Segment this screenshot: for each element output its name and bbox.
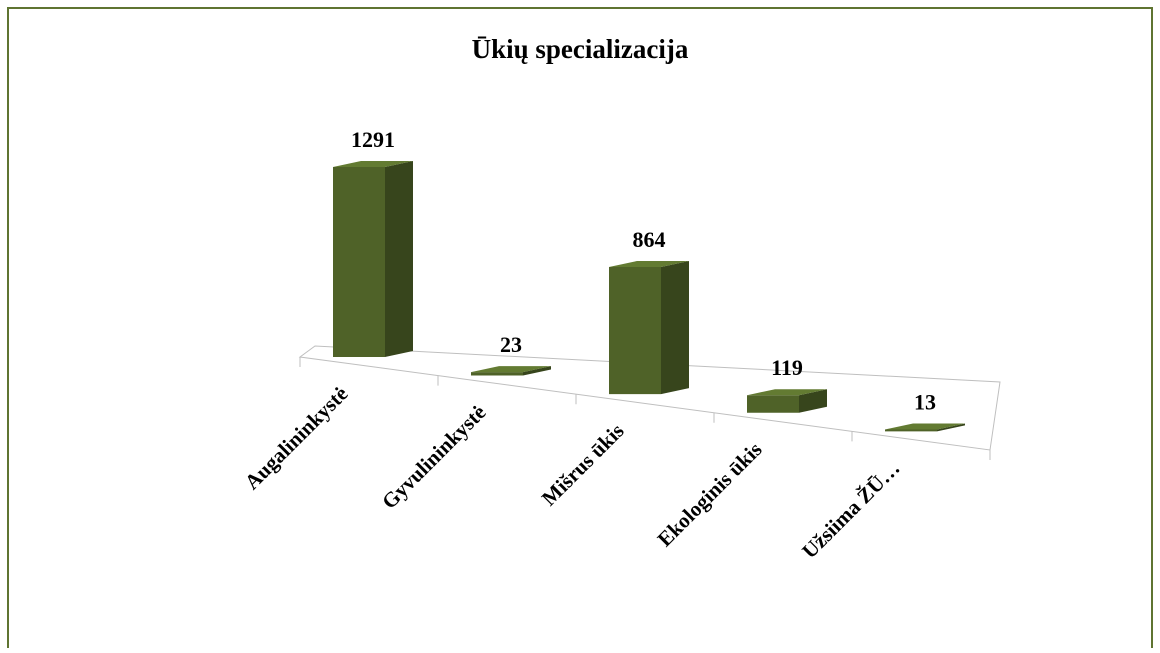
bar-top xyxy=(471,366,551,373)
bar-side xyxy=(937,423,965,432)
bar-front xyxy=(609,266,661,395)
bar-top xyxy=(609,260,689,267)
chart-title: Ūkių specializacija xyxy=(472,34,689,64)
bar-front xyxy=(747,395,799,413)
bar xyxy=(609,260,689,395)
data-label: 119 xyxy=(771,355,803,380)
bar-side xyxy=(385,160,413,357)
bar xyxy=(747,389,827,413)
data-label: 13 xyxy=(914,389,936,414)
bar-top xyxy=(747,389,827,396)
bar-side xyxy=(661,260,689,395)
bar-side xyxy=(523,366,551,376)
data-label: 864 xyxy=(633,227,666,252)
data-label: 1291 xyxy=(351,127,395,152)
bar-front xyxy=(885,429,937,432)
frame xyxy=(7,7,1153,653)
bar-side xyxy=(799,389,827,413)
bar-top xyxy=(333,160,413,167)
bar-front xyxy=(471,372,523,376)
bar-top xyxy=(885,423,965,430)
bar-front xyxy=(333,166,385,357)
bar xyxy=(471,366,551,376)
data-label: 23 xyxy=(500,332,522,357)
bar xyxy=(885,423,965,432)
bar xyxy=(333,160,413,357)
